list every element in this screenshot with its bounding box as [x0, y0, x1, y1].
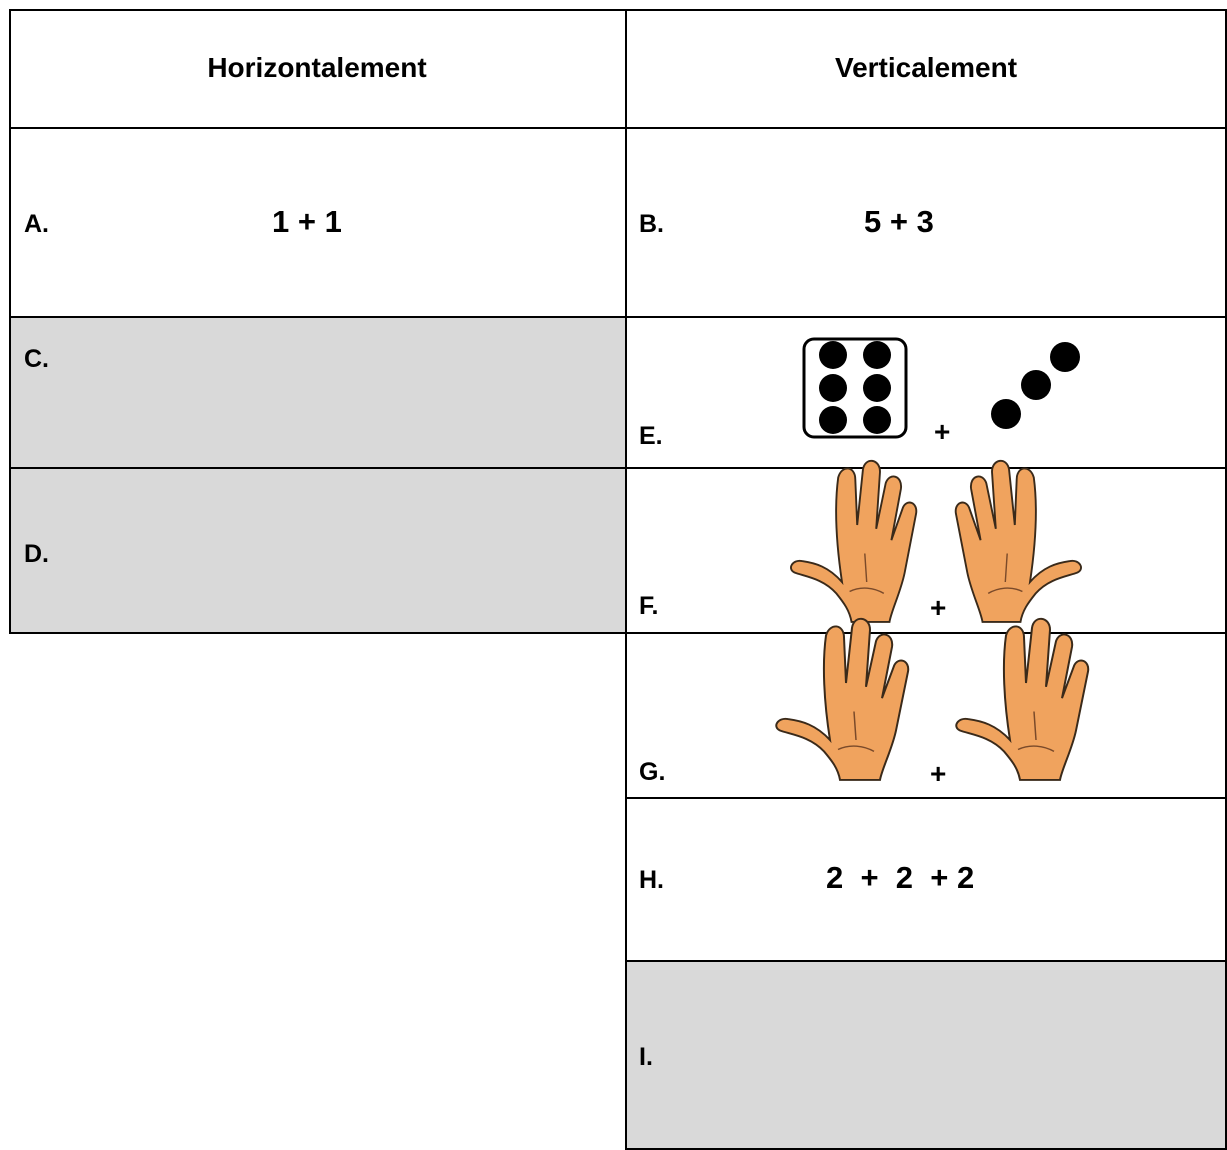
expression: 5 + 3 [864, 204, 934, 239]
row-label: B. [639, 210, 664, 238]
header-right: Verticalement [834, 52, 1018, 83]
cell [9, 467, 627, 634]
operator: + [934, 416, 951, 447]
row-label: E. [639, 422, 663, 450]
hand-five-fingers [955, 617, 1090, 781]
expression: 1 + 1 [272, 204, 342, 239]
cell [9, 316, 627, 469]
row-label: A. [24, 210, 49, 238]
row-label: I. [639, 1043, 653, 1071]
operator: + [930, 592, 947, 623]
cell [625, 960, 1227, 1150]
dice [802, 337, 908, 439]
row-label: F. [639, 592, 659, 620]
hand-one-finger [954, 459, 1082, 623]
hand-five-fingers [775, 617, 910, 781]
hand-two-fingers [790, 459, 918, 623]
row-label: C. [24, 345, 49, 373]
operator: + [930, 758, 947, 789]
row-label: G. [639, 758, 666, 786]
expression: 2 + 2 + 2 [826, 860, 975, 895]
row-label: D. [24, 540, 49, 568]
header-left: Horizontalement [207, 52, 427, 83]
dots [991, 342, 1080, 429]
row-label: H. [639, 866, 664, 894]
